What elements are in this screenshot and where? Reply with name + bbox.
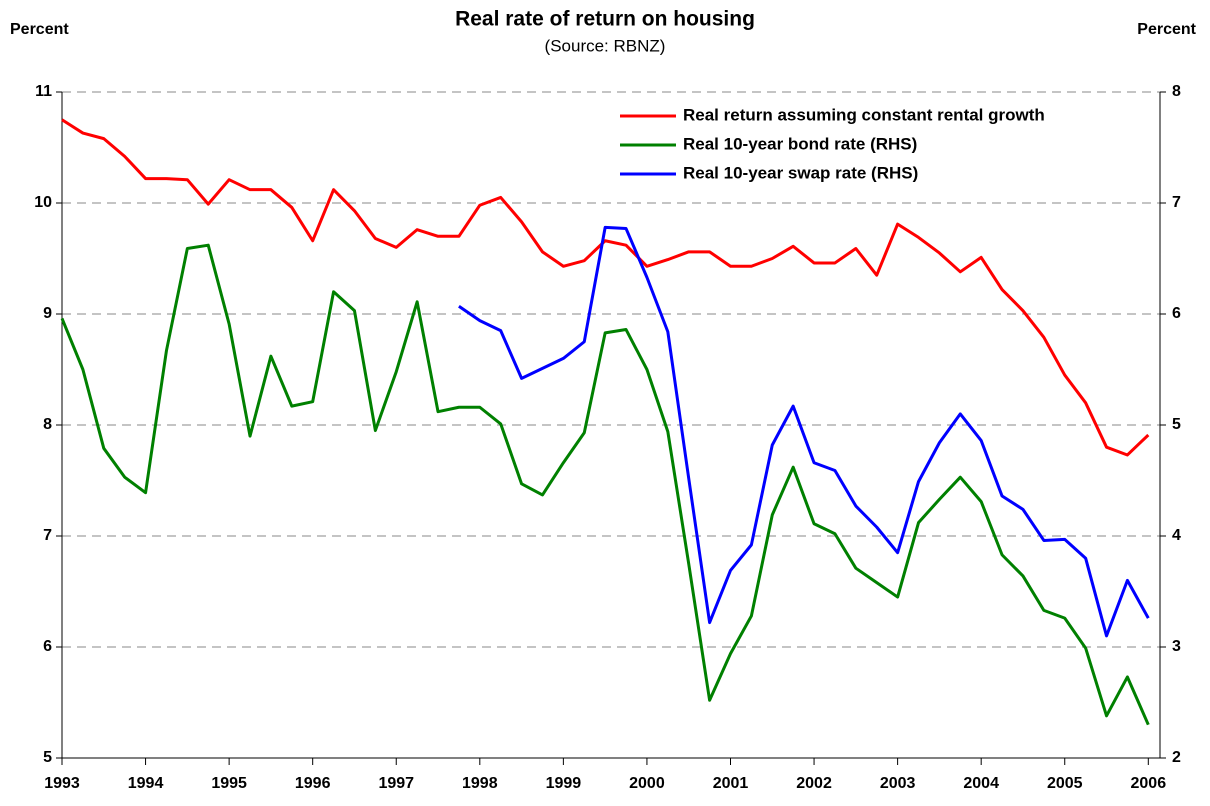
x-tick-label: 2003 xyxy=(880,775,916,792)
y2-axis-label: Percent xyxy=(1137,21,1196,38)
legend-label: Real return assuming constant rental gro… xyxy=(683,105,1045,124)
x-tick-label: 1999 xyxy=(546,775,582,792)
chart-subtitle: (Source: RBNZ) xyxy=(545,36,666,55)
x-tick-label: 2004 xyxy=(963,775,999,792)
y2-tick-label: 6 xyxy=(1172,305,1181,322)
y2-tick-label: 2 xyxy=(1172,749,1181,766)
chart-title: Real rate of return on housing xyxy=(455,8,755,31)
series-line xyxy=(60,243,1150,726)
legend-label: Real 10-year bond rate (RHS) xyxy=(683,134,917,153)
y-tick-label: 10 xyxy=(34,194,52,211)
y-tick-label: 5 xyxy=(43,749,52,766)
y-tick-label: 9 xyxy=(43,305,52,322)
x-tick-label: 1997 xyxy=(378,775,414,792)
series-line xyxy=(61,118,1150,457)
x-tick-label: 1998 xyxy=(462,775,498,792)
y2-tick-label: 5 xyxy=(1172,416,1181,433)
x-tick-label: 1996 xyxy=(295,775,331,792)
y2-tick-label: 8 xyxy=(1172,83,1181,100)
y-tick-label: 11 xyxy=(35,83,52,100)
legend-label: Real 10-year swap rate (RHS) xyxy=(683,163,918,182)
x-tick-label: 1993 xyxy=(44,775,80,792)
y2-tick-label: 3 xyxy=(1172,638,1181,655)
x-tick-label: 2001 xyxy=(713,775,749,792)
y-tick-label: 8 xyxy=(43,416,52,433)
x-tick-label: 1995 xyxy=(211,775,247,792)
x-tick-label: 2000 xyxy=(629,775,665,792)
y-tick-label: 7 xyxy=(43,527,52,544)
x-tick-label: 1994 xyxy=(128,775,164,792)
y-tick-label: 6 xyxy=(43,638,52,655)
x-tick-label: 2005 xyxy=(1047,775,1083,792)
y-axis-label: Percent xyxy=(10,21,69,38)
x-tick-label: 2002 xyxy=(796,775,832,792)
series-line xyxy=(458,225,1150,638)
y2-tick-label: 4 xyxy=(1172,527,1181,544)
y2-tick-label: 7 xyxy=(1172,194,1181,211)
x-tick-label: 2006 xyxy=(1131,775,1167,792)
